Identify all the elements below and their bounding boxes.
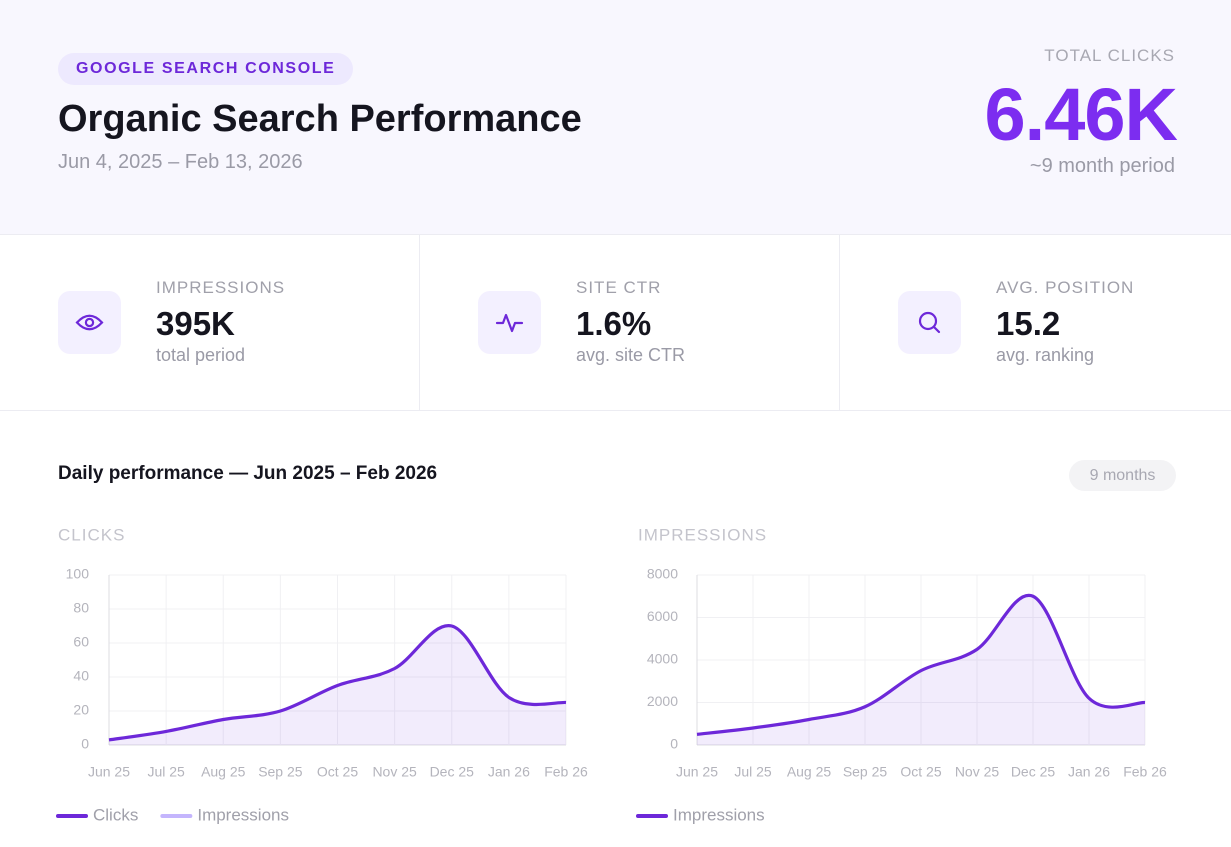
stats-row: IMPRESSIONS 395K total period SITE CTR 1…: [0, 235, 1231, 411]
x-tick-label: Dec 25: [1011, 764, 1056, 780]
chart-title: CLICKS: [58, 525, 125, 544]
x-tick-label: Dec 25: [430, 764, 475, 780]
y-tick-label: 20: [73, 702, 89, 718]
y-tick-label: 0: [670, 736, 678, 752]
y-tick-label: 2000: [647, 693, 678, 709]
chart: CLICKS 0 20 40 60 80 100 Jun 25 Jul 25 Aug 25 Sep …: [56, 525, 588, 824]
x-tick-label: Nov 25: [955, 764, 1000, 780]
stat-note: total period: [156, 345, 246, 365]
y-tick-label: 4000: [647, 651, 678, 667]
eye-icon: [58, 291, 121, 354]
stat-value: 395K: [156, 305, 235, 342]
y-tick-label: 40: [73, 668, 89, 684]
x-tick-label: Jul 25: [734, 764, 772, 780]
line: [108, 624, 567, 742]
stat-card: IMPRESSIONS 395K total period: [0, 235, 406, 410]
x-tick-label: Oct 25: [900, 764, 941, 780]
stat-label: IMPRESSIONS: [156, 278, 286, 297]
x-tick-label: Sep 25: [258, 764, 303, 780]
y-tick-label: 80: [73, 600, 89, 616]
search-icon: [898, 291, 961, 354]
x-tick-label: Jun 25: [676, 764, 718, 780]
stat-label: AVG. POSITION: [996, 278, 1135, 297]
area: [697, 595, 1145, 745]
y-tick-label: 6000: [647, 608, 678, 624]
area: [109, 625, 566, 745]
x-tick-label: Jul 25: [147, 764, 185, 780]
x-tick-label: Feb 26: [544, 764, 588, 780]
y-tick-label: 60: [73, 634, 89, 650]
stat-value: 1.6%: [576, 305, 652, 342]
x-tick-label: Aug 25: [787, 764, 832, 780]
x-tick-label: Jan 26: [1068, 764, 1110, 780]
stat-value: 15.2: [996, 305, 1061, 342]
total-value: 6.46K: [984, 73, 1178, 156]
stat-note: avg. site CTR: [576, 345, 686, 365]
x-tick-label: Jan 26: [488, 764, 530, 780]
stat-label: SITE CTR: [576, 278, 662, 297]
x-tick-label: Nov 25: [372, 764, 417, 780]
section-title: Daily performance — Jun 2025 – Feb 2026: [58, 463, 438, 484]
chart: IMPRESSIONS 0 2000 4000 6000 8000 Jun 25 Jul 25…: [636, 525, 1167, 824]
period-pill: 9 months: [1069, 460, 1176, 491]
y-tick-label: 100: [66, 566, 90, 582]
line: [696, 593, 1146, 736]
x-tick-label: Oct 25: [317, 764, 358, 780]
stat-card: AVG. POSITION 15.2 avg. ranking: [839, 235, 1231, 410]
header: GOOGLE SEARCH CONSOLE Organic Search Per…: [0, 0, 1231, 235]
total-note: ~9 month period: [1029, 155, 1175, 177]
page-title: Organic Search Performance: [58, 98, 582, 140]
stat-note: avg. ranking: [996, 345, 1095, 365]
x-tick-label: Aug 25: [201, 764, 246, 780]
x-tick-label: Feb 26: [1123, 764, 1167, 780]
chart-title: IMPRESSIONS: [638, 525, 767, 544]
legend-label: Impressions: [197, 805, 289, 824]
x-tick-label: Sep 25: [843, 764, 888, 780]
y-tick-label: 0: [81, 736, 89, 752]
stat-card: SITE CTR 1.6% avg. site CTR: [419, 235, 826, 410]
badge: GOOGLE SEARCH CONSOLE: [58, 53, 354, 85]
x-tick-label: Jun 25: [88, 764, 130, 780]
legend-label: Clicks: [93, 805, 138, 824]
total-label: TOTAL CLICKS: [1044, 46, 1175, 65]
y-tick-label: 8000: [647, 566, 678, 582]
legend-label: Impressions: [673, 805, 765, 824]
date-range: Jun 4, 2025 – Feb 13, 2026: [58, 151, 303, 173]
activity-icon: [478, 291, 541, 354]
